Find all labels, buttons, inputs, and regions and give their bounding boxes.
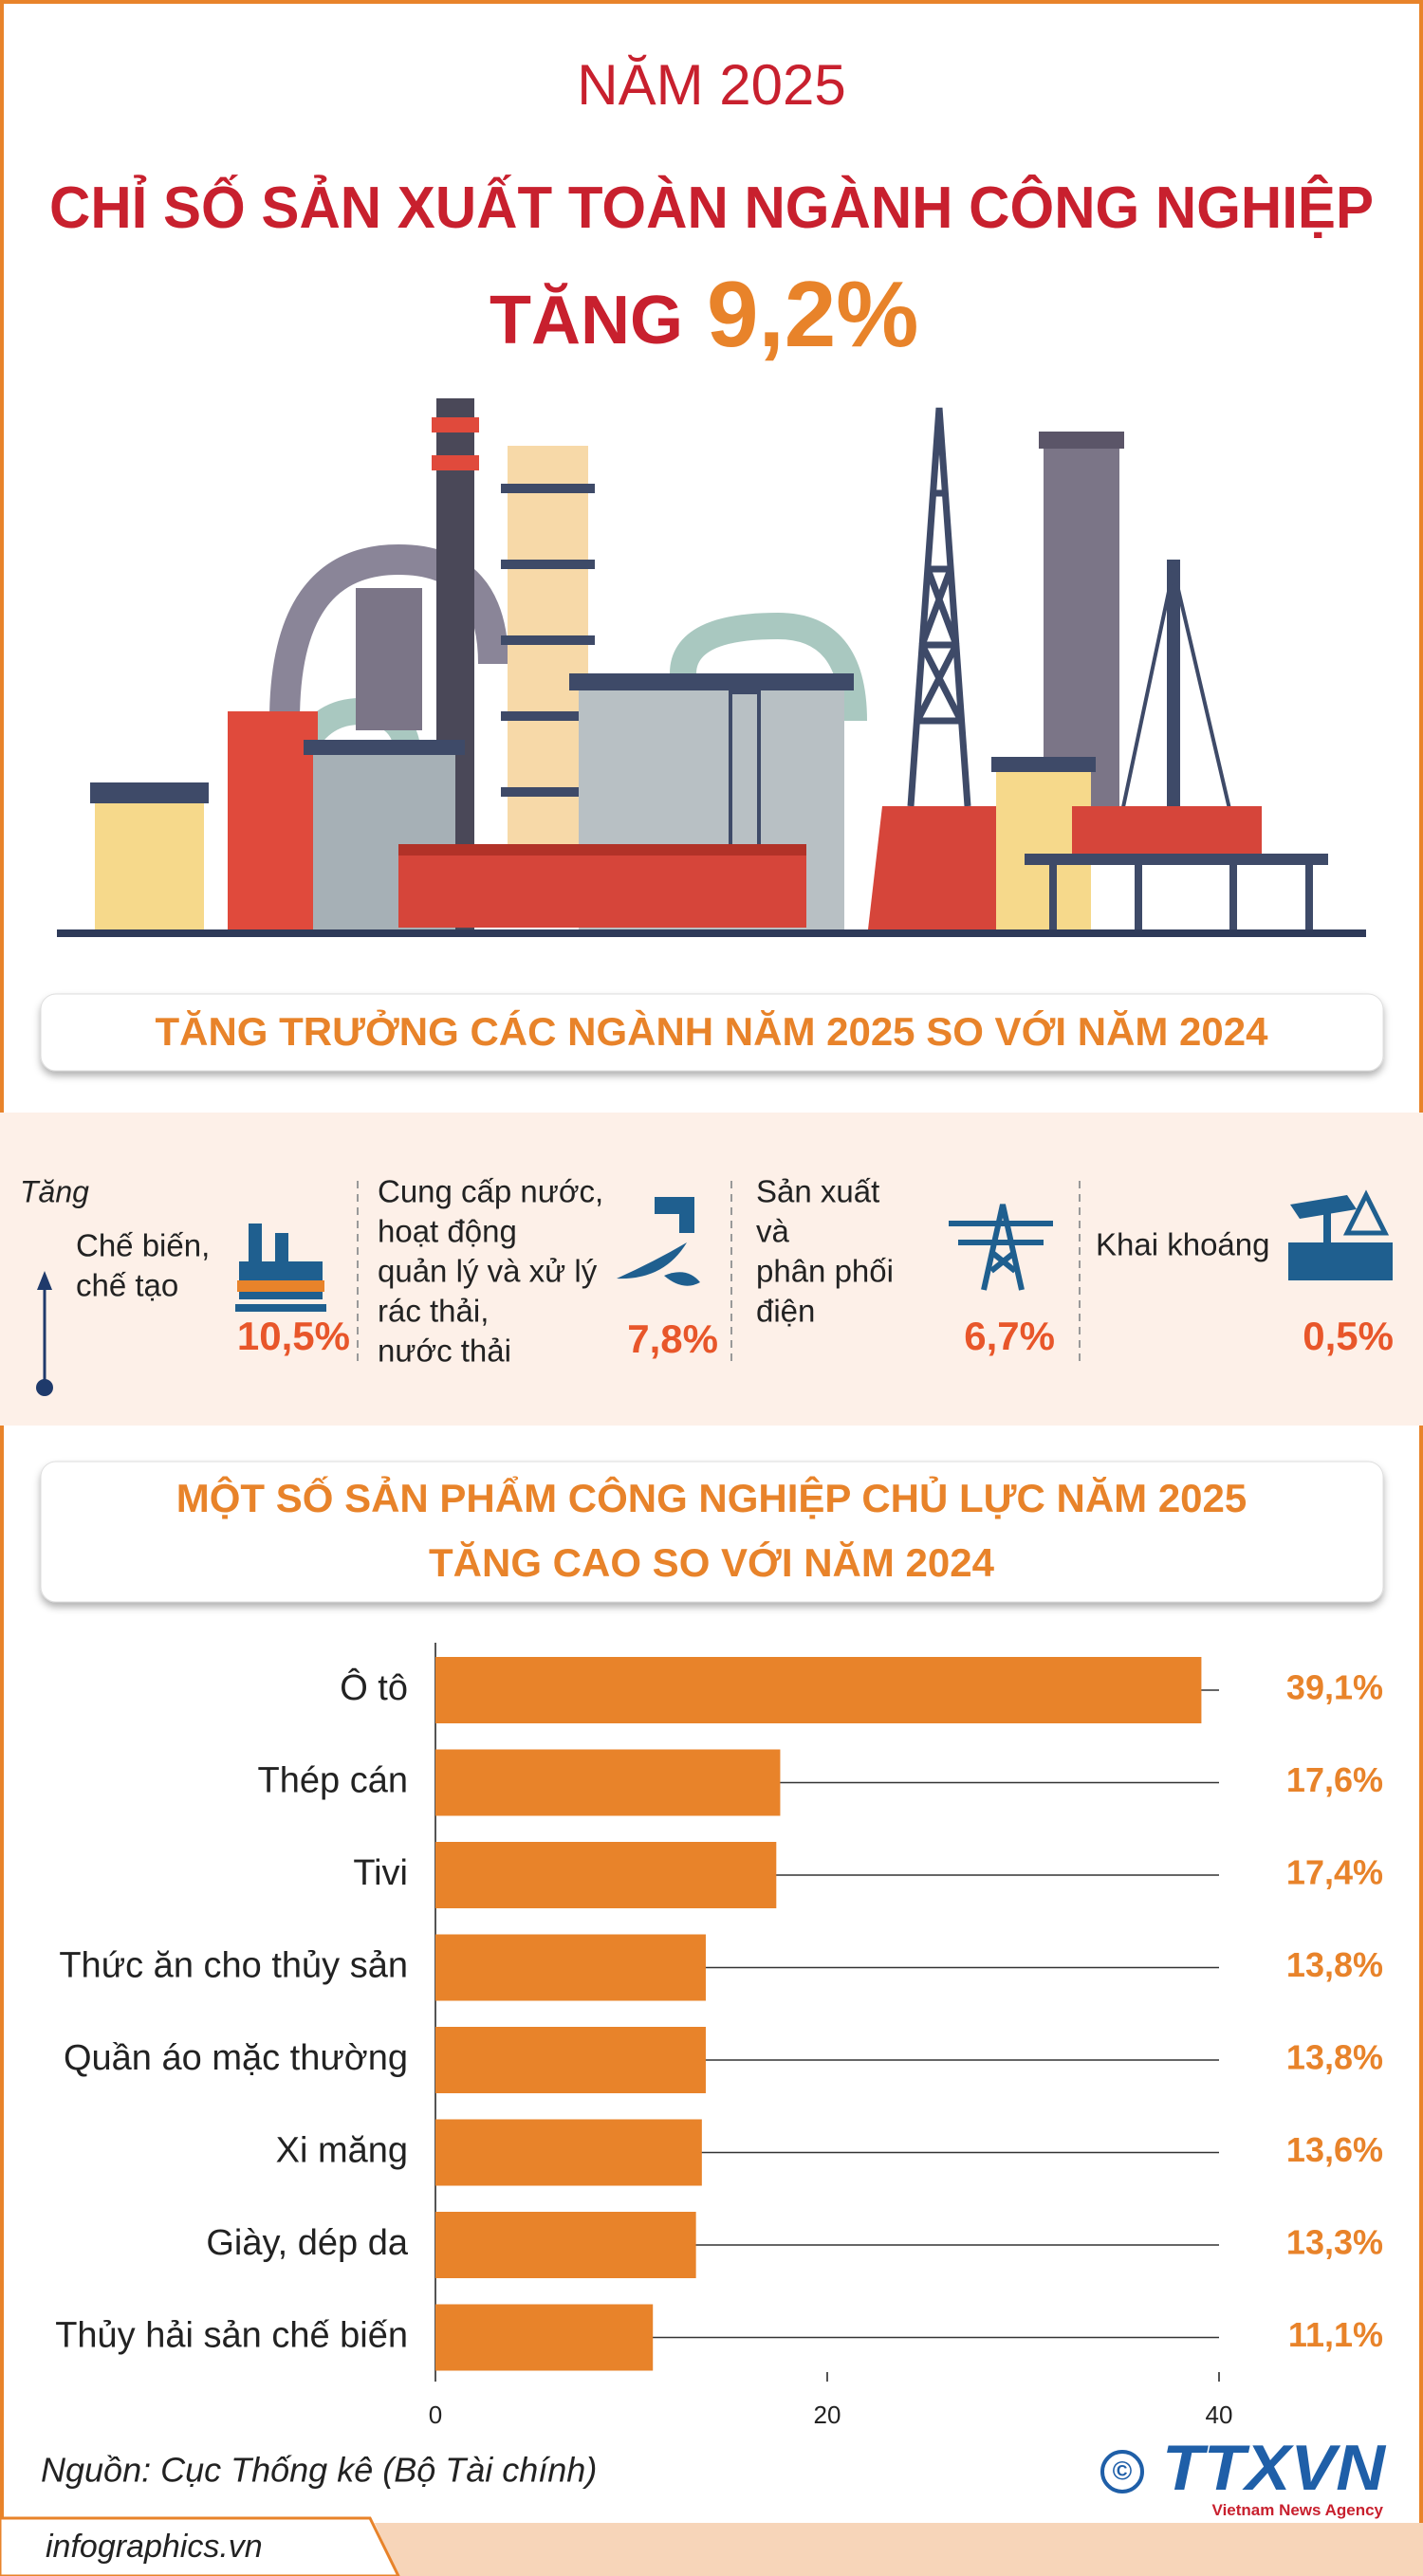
sector-name: hoạt động xyxy=(378,1214,517,1249)
growth-arrow xyxy=(36,1271,53,1396)
category-label: Giày, dép da xyxy=(206,2223,409,2263)
value-label: 17,6% xyxy=(1286,1760,1383,1799)
svg-text:©: © xyxy=(1113,2456,1133,2485)
bar xyxy=(435,2119,702,2186)
value-label: 13,6% xyxy=(1286,2130,1383,2169)
sector-name: Sản xuất xyxy=(756,1174,879,1209)
source: Nguồn: Cục Thống kê (Bộ Tài chính) xyxy=(41,2451,597,2490)
bar xyxy=(435,2304,654,2371)
increase-label: TĂNG xyxy=(490,283,683,359)
sector-value: 0,5% xyxy=(1303,1314,1394,1358)
sector-band xyxy=(0,1113,1423,1426)
bar-chart: 0 20 40 Ô tô 39,1% Thép cán 17,6% Tivi 17,4% Thức… xyxy=(55,1643,1383,2429)
category-label: Ô tô xyxy=(340,1666,408,1708)
value-label: 13,8% xyxy=(1286,2038,1383,2077)
section-title: TĂNG TRƯỞNG CÁC NGÀNH NĂM 2025 SO VỚI NĂ… xyxy=(155,1008,1268,1054)
chart-title: MỘT SỐ SẢN PHẨM CÔNG NGHIỆP CHỦ LỰC NĂM … xyxy=(176,1475,1247,1520)
sector-name: rác thải, xyxy=(378,1294,489,1329)
sector-name: điện xyxy=(756,1294,815,1329)
value-label: 13,8% xyxy=(1286,1945,1383,1984)
sector-name: quản lý và xử lý xyxy=(378,1254,598,1289)
sector-name: Cung cấp nước, xyxy=(378,1174,603,1209)
sector-value: 7,8% xyxy=(627,1316,718,1361)
sector-value: 6,7% xyxy=(964,1314,1055,1358)
bar xyxy=(435,2212,696,2278)
category-label: Xi măng xyxy=(276,2131,408,2171)
footer-tab xyxy=(0,2516,400,2576)
section-header-box xyxy=(40,993,1384,1072)
bar xyxy=(435,1842,777,1908)
value-label: 39,1% xyxy=(1286,1668,1383,1707)
main-title: CHỈ SỐ SẢN XUẤT TOÀN NGÀNH CÔNG NGHIỆP xyxy=(49,175,1374,241)
footer-site: infographics.vn xyxy=(46,2529,263,2565)
category-label: Thép cán xyxy=(258,1761,408,1801)
logo-tagline: Vietnam News Agency xyxy=(1212,2501,1384,2519)
logo: © TTXVN Vietnam News Agency xyxy=(1100,2432,1387,2519)
sector-name: phân phối xyxy=(756,1254,894,1289)
x-tick-label: 20 xyxy=(814,2401,841,2429)
chart-subtitle: TĂNG CAO SO VỚI NĂM 2024 xyxy=(429,1539,995,1585)
sector-name: và xyxy=(756,1214,790,1249)
sector-name: chế tạo xyxy=(76,1268,178,1303)
sector-name: Khai khoáng xyxy=(1096,1227,1269,1262)
bar xyxy=(435,1934,706,2001)
sector-icons xyxy=(235,1189,1393,1312)
bar xyxy=(435,1749,781,1816)
bar xyxy=(435,2027,706,2093)
footer-strip xyxy=(375,2523,1423,2576)
category-label: Quần áo mặc thường xyxy=(64,2038,408,2078)
sector-name: nước thải xyxy=(378,1334,511,1369)
sector-items: Chế biến, chế tạo 10,5% Cung cấp nước, hoạt … xyxy=(76,1174,1394,1369)
bar xyxy=(435,1657,1202,1723)
value-label: 17,4% xyxy=(1286,1853,1383,1892)
logo-name: TTXVN xyxy=(1162,2432,1387,2504)
year: NĂM 2025 xyxy=(577,53,845,117)
category-label: Tivi xyxy=(353,1853,408,1893)
x-tick-label: 0 xyxy=(429,2401,442,2429)
sector-value: 10,5% xyxy=(237,1314,350,1358)
value-label: 13,3% xyxy=(1286,2223,1383,2262)
x-tick-label: 40 xyxy=(1206,2401,1233,2429)
increase-value: 9,2% xyxy=(707,262,918,366)
dividers xyxy=(357,1181,1081,1366)
value-label: 11,1% xyxy=(1288,2315,1383,2354)
axis-label: Tăng xyxy=(20,1174,89,1208)
category-label: Thức ăn cho thủy sản xyxy=(59,1946,408,1986)
factory-illustration xyxy=(57,398,1366,937)
category-label: Thủy hải sản chế biến xyxy=(55,2316,408,2356)
sector-name: Chế biến, xyxy=(76,1228,210,1263)
chart-header-box xyxy=(40,1461,1384,1603)
